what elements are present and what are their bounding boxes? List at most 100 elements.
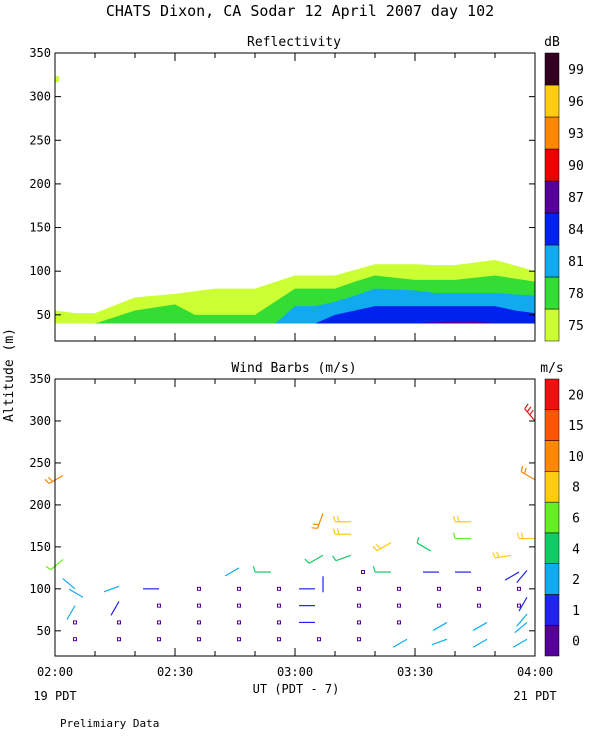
barb-shaft (110, 601, 120, 616)
wind-barb (277, 620, 281, 625)
barb-flag (452, 515, 456, 522)
y-tick-label: 100 (29, 264, 51, 278)
barb-flag (332, 528, 336, 535)
calm-marker (73, 620, 77, 625)
shared-y-axis-label: Altitude (m) (2, 328, 17, 422)
calm-marker (237, 637, 241, 642)
y-tick-label: 300 (29, 414, 51, 428)
calm-marker (157, 603, 161, 608)
calm-marker (437, 603, 441, 608)
wind-barb (332, 515, 351, 523)
calm-marker (317, 637, 321, 642)
barb-shaft (472, 638, 488, 648)
barb-flag (332, 515, 336, 522)
wind-barb (110, 601, 120, 616)
wind-barb (237, 586, 241, 591)
calm-marker (357, 620, 361, 625)
wind-barb (397, 620, 401, 625)
wind-barb (477, 586, 481, 591)
calm-marker (277, 603, 281, 608)
wind-barb (392, 638, 408, 648)
barb-shaft (68, 588, 84, 598)
colorbar-label: 84 (568, 223, 584, 238)
y-tick-label: 250 (29, 133, 51, 147)
wind-barb (397, 603, 401, 608)
colorbar-label: 90 (568, 159, 584, 174)
barb-flag (304, 558, 310, 564)
wind-barb (157, 637, 161, 642)
barb-shaft (392, 638, 408, 648)
colorbar-label: 6 (572, 512, 580, 527)
barb-flag (332, 555, 337, 562)
wind-barb (332, 528, 351, 535)
reflectivity-band-84 (315, 306, 535, 324)
barb-shaft (516, 613, 528, 627)
calm-marker (117, 620, 121, 625)
barb-shaft (376, 542, 392, 552)
y-tick-label: 100 (29, 582, 51, 596)
wind-barb (252, 566, 271, 573)
barb-flag (520, 465, 524, 472)
footer-note: Prelimiary Data (60, 717, 159, 730)
colorbar-label: 87 (568, 191, 584, 206)
barb-flag (336, 528, 340, 535)
y-tick-label: 50 (37, 624, 51, 638)
wind-barb (520, 465, 536, 481)
wind-barb (372, 542, 392, 552)
colorbar-swatch (544, 52, 560, 86)
y-tick-label: 200 (29, 177, 51, 191)
wind-barb (517, 586, 521, 591)
wind-barb (157, 620, 161, 625)
calm-marker (437, 586, 441, 591)
wind-barb (492, 551, 512, 559)
calm-marker (157, 620, 161, 625)
colorbar-label: 96 (568, 95, 584, 110)
colorbar-label: 10 (568, 450, 584, 465)
calm-marker (237, 620, 241, 625)
barb-shaft (512, 638, 528, 648)
wind-barb (44, 475, 64, 485)
barb-flag (372, 546, 378, 552)
colorbar-swatch (544, 276, 560, 310)
colorbar-label: 20 (568, 388, 584, 403)
calm-marker (237, 603, 241, 608)
colorbar-swatch (544, 116, 560, 150)
colorbar-swatch (544, 624, 560, 657)
x-tick-label: 04:00 (517, 665, 553, 679)
calm-marker (277, 586, 281, 591)
wind-barb (452, 532, 471, 540)
colorbar-swatch (544, 378, 560, 411)
wind-plot-frame (54, 378, 536, 657)
calm-marker (277, 620, 281, 625)
barb-flag (524, 403, 529, 410)
barb-shaft (520, 471, 536, 481)
wind-barb (472, 638, 488, 648)
wind-barb (103, 585, 120, 593)
wind-barb (157, 603, 161, 608)
colorbar-label: 8 (572, 481, 580, 496)
barb-flag (496, 551, 500, 558)
wind-barb (117, 620, 121, 625)
reflectivity-colorbar-unit: dB (544, 35, 560, 50)
colorbar-label: 4 (572, 542, 580, 557)
wind-barb (504, 571, 520, 581)
wind-barb (277, 586, 281, 591)
calm-marker (117, 637, 121, 642)
y-tick-label: 250 (29, 456, 51, 470)
barb-flag (526, 406, 532, 413)
wind-barb (197, 586, 201, 591)
barb-shaft (103, 585, 120, 593)
colorbar-label: 99 (568, 63, 584, 78)
wind-barb (472, 621, 488, 631)
calm-marker (477, 586, 481, 591)
colorbar-swatch (544, 180, 560, 214)
wind-barb (277, 637, 281, 642)
wind-barb (517, 603, 521, 608)
barb-shaft (524, 408, 536, 422)
x-tick-label: 03:00 (277, 665, 313, 679)
barb-shaft (62, 578, 76, 590)
colorbar-swatch (544, 440, 560, 472)
y-tick-label: 300 (29, 90, 51, 104)
wind-barb (237, 603, 241, 608)
barb-shaft (514, 621, 528, 634)
